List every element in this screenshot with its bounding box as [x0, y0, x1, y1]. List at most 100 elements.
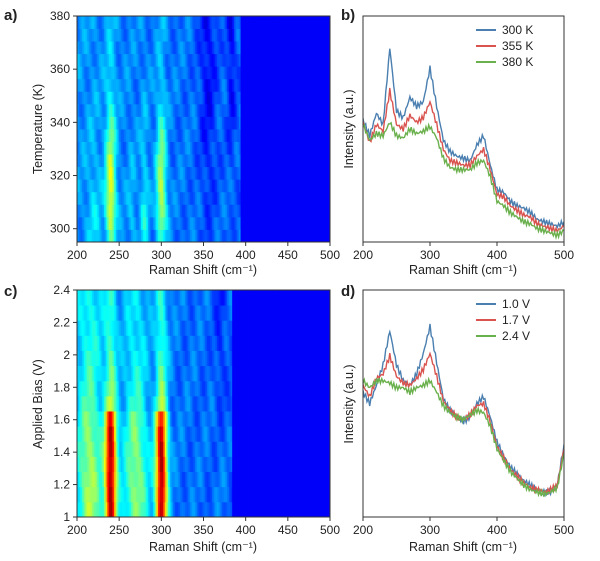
heatmap-cell [154, 191, 157, 205]
heatmap-cell [287, 91, 290, 105]
heatmap-cell [262, 66, 265, 80]
heatmap-cell [166, 380, 169, 397]
heatmap-cell [201, 179, 204, 193]
heatmap-cell [97, 365, 100, 382]
heatmap-cell [259, 395, 262, 412]
heatmap-cell [259, 365, 262, 382]
heatmap-cell [223, 116, 226, 130]
heatmap-cell [130, 66, 134, 80]
heatmap-cell [326, 426, 329, 442]
heatmap-cell [323, 380, 326, 397]
heatmap-cell [259, 154, 262, 168]
heatmap-cell [103, 216, 107, 230]
heatmap-cell [299, 28, 302, 42]
heatmap-cell [77, 395, 80, 412]
heatmap-cell [152, 456, 155, 472]
heatmap-cell [247, 78, 250, 92]
heatmap-cell [255, 91, 258, 105]
heatmap-cell [287, 441, 290, 457]
heatmap-cell [318, 426, 321, 442]
heatmap-cell [254, 179, 257, 193]
heatmap-cell [188, 365, 191, 382]
heatmap-cell [200, 129, 203, 142]
heatmap-cell [163, 129, 166, 142]
heatmap-cell [296, 395, 299, 412]
heatmap-cell [296, 129, 299, 142]
heatmap-cell [223, 216, 226, 230]
heatmap-cell [262, 91, 265, 105]
heatmap-cell [97, 320, 100, 336]
heatmap-cell [115, 229, 118, 243]
heatmap-cell [107, 456, 110, 472]
heatmap-cell [260, 426, 263, 442]
heatmap-cell [324, 103, 328, 117]
heatmap-cell [294, 129, 297, 142]
heatmap-cell [203, 78, 206, 92]
heatmap-cell [269, 141, 272, 155]
heatmap-cell [196, 350, 199, 367]
heatmap-cell [119, 103, 122, 117]
heatmap-cell [201, 320, 204, 336]
heatmap-cell [296, 78, 299, 92]
heatmap-cell [284, 204, 287, 218]
heatmap-cell [92, 411, 95, 427]
heatmap-cell [328, 103, 331, 117]
heatmap-cell [228, 305, 231, 321]
heatmap-cell [196, 486, 199, 503]
heatmap-cell [82, 28, 85, 42]
heatmap-cell [279, 426, 282, 442]
heatmap-cell [93, 66, 96, 80]
heatmap-cell [277, 441, 280, 457]
heatmap-cell [225, 78, 228, 92]
heatmap-cell [200, 380, 203, 397]
heatmap-cell [279, 154, 282, 168]
heatmap-cell [105, 41, 108, 55]
heatmap-cell [299, 216, 302, 230]
heatmap-cell [205, 204, 208, 218]
heatmap-cell [215, 66, 218, 80]
heatmap-cell [93, 78, 96, 92]
heatmap-cell [230, 395, 233, 412]
heatmap-cell [129, 166, 132, 180]
heatmap-cell [313, 380, 316, 397]
heatmap-cell [98, 141, 102, 155]
heatmap-cell [141, 141, 144, 155]
heatmap-cell [301, 471, 304, 488]
heatmap-cell [88, 320, 91, 336]
heatmap-cell [292, 350, 295, 367]
heatmap-cell [190, 380, 193, 397]
heatmap-cell [306, 141, 309, 155]
heatmap-cell [316, 179, 319, 193]
heatmap-cell [222, 380, 225, 397]
heatmap-cell [274, 395, 277, 412]
heatmap-cell [168, 290, 171, 306]
heatmap-cell [220, 395, 223, 412]
heatmap-cell [247, 335, 250, 351]
heatmap-cell [223, 179, 226, 193]
heatmap-cell [308, 91, 311, 105]
heatmap-cell [90, 78, 93, 92]
heatmap-cell [200, 204, 203, 218]
heatmap-cell [313, 191, 316, 205]
heatmap-cell [77, 204, 80, 218]
heatmap-cell [304, 426, 307, 442]
heatmap-cell [227, 28, 230, 42]
heatmap-cell [147, 395, 150, 412]
heatmap-cell [77, 456, 80, 472]
heatmap-cell [136, 486, 139, 503]
heatmap-cell [198, 116, 201, 130]
heatmap-cell [193, 456, 196, 472]
heatmap-cell [301, 28, 304, 42]
heatmap-cell [122, 66, 125, 80]
heatmap-cell [328, 166, 331, 180]
heatmap-cell [245, 66, 248, 80]
heatmap-cell [190, 486, 193, 503]
heatmap-cell [314, 204, 317, 218]
heatmap-cell [149, 320, 152, 336]
heatmap-cell [110, 53, 113, 67]
heatmap-cell [284, 395, 287, 412]
heatmap-cell [82, 471, 85, 488]
heatmap-cell [134, 91, 137, 105]
heatmap-cell [211, 116, 215, 130]
heatmap-cell [110, 78, 113, 92]
